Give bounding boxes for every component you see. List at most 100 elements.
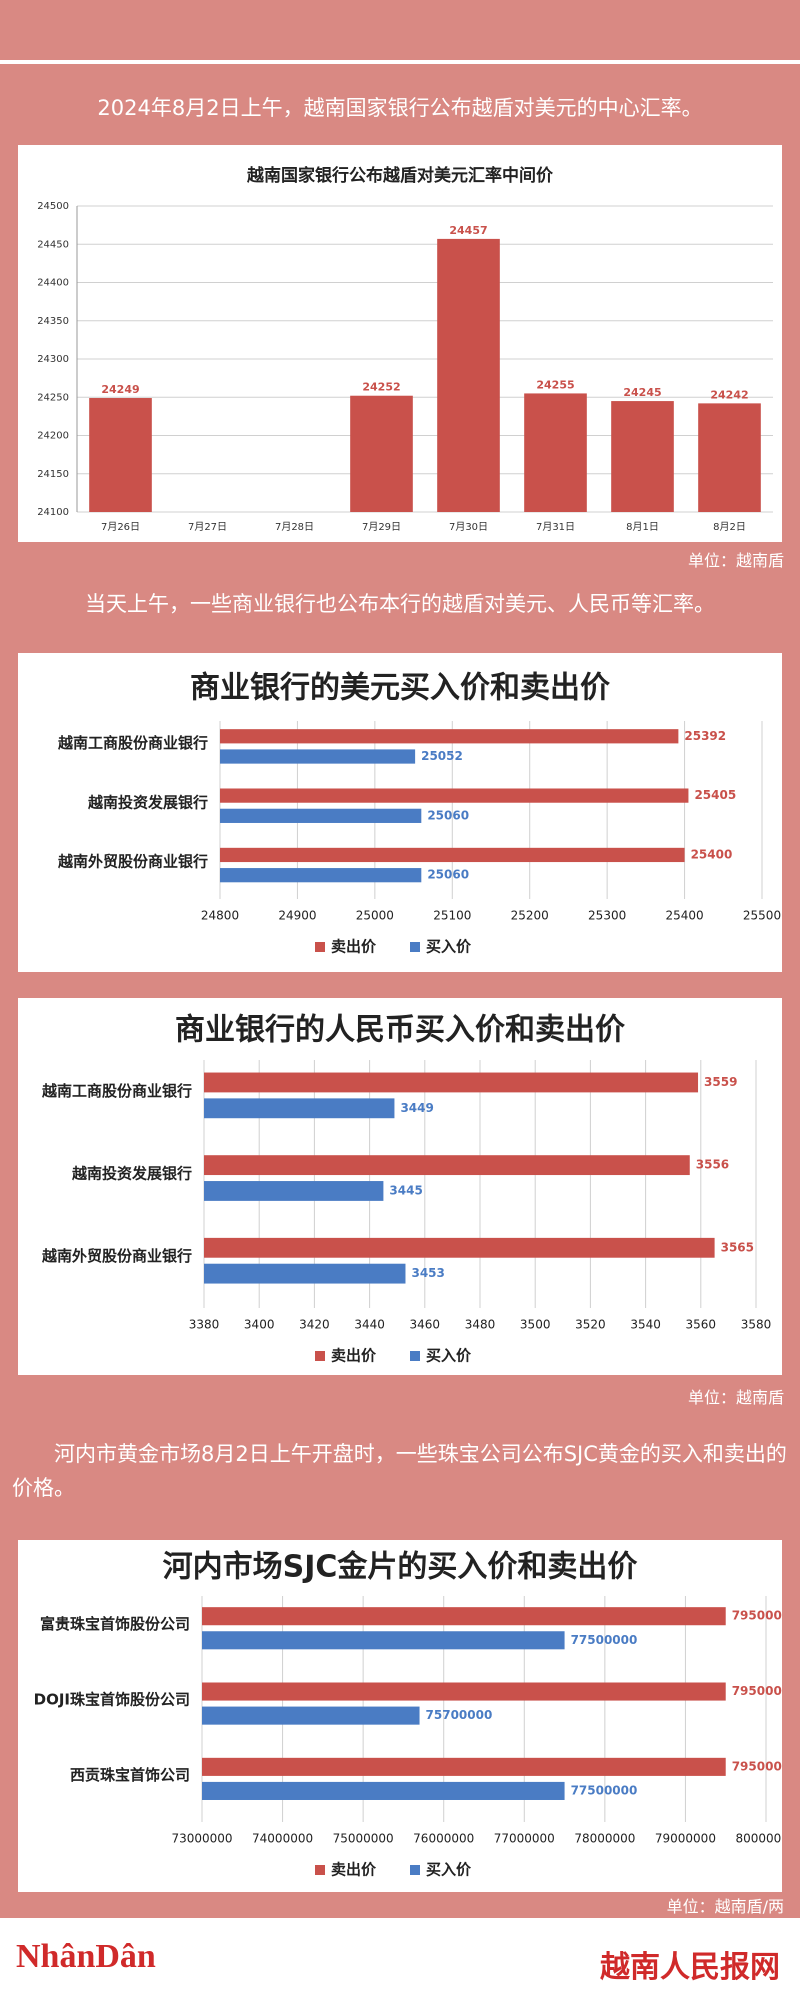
value-label: 79500000	[732, 1609, 782, 1623]
value-label: 77500000	[571, 1633, 638, 1647]
x-tick-label: 3520	[575, 1318, 606, 1332]
value-label: 3449	[400, 1101, 433, 1115]
y-tick-label: 越南投资发展银行	[71, 1165, 192, 1183]
value-label: 25405	[694, 788, 736, 802]
legend-swatch	[315, 1351, 325, 1361]
x-tick-label: 7月31日	[536, 521, 575, 533]
top-rule	[0, 60, 800, 64]
value-label: 75700000	[426, 1708, 493, 1722]
bar	[202, 1706, 420, 1725]
bar	[202, 1607, 726, 1626]
chart-box: 商业银行的美元买入价和卖出价 24800 24900 25000 25100 25200 2…	[18, 653, 782, 972]
value-label: 25392	[684, 729, 726, 743]
x-tick-label: 8月2日	[713, 521, 746, 533]
value-label: 79500000	[732, 1684, 782, 1698]
x-tick-label: 24900	[278, 909, 316, 923]
y-tick-label: 24350	[37, 316, 69, 327]
bar	[220, 868, 422, 883]
x-tick-label: 77000000	[494, 1832, 555, 1846]
bar	[220, 847, 685, 863]
x-tick-label: 3500	[520, 1318, 551, 1332]
bar	[611, 401, 674, 512]
value-label: 3445	[389, 1183, 422, 1197]
value-label: 24457	[449, 224, 487, 237]
value-label: 25400	[691, 847, 733, 861]
value-label: 24242	[710, 388, 748, 401]
y-tick-label: 24450	[37, 239, 69, 250]
bar	[89, 398, 152, 512]
value-label: 79500000	[732, 1759, 782, 1773]
chart-title: 越南国家银行公布越盾对美元汇率中间价	[246, 165, 554, 186]
x-tick-label: 76000000	[413, 1832, 474, 1846]
y-tick-label: 越南工商股份商业银行	[41, 1082, 192, 1100]
bar	[350, 395, 413, 512]
x-tick-label: 3420	[299, 1318, 330, 1332]
chart: 商业银行的人民币买入价和卖出价 3380 3400 3420 3440 3460 3480 3…	[41, 1013, 771, 1365]
x-tick-label: 7月27日	[188, 521, 227, 533]
value-label: 3565	[721, 1240, 754, 1254]
paragraph: 2024年8月2日上午，越南国家银行公布越盾对美元的中心汇率。	[97, 96, 703, 120]
bar	[524, 393, 587, 512]
legend-swatch	[410, 1351, 420, 1361]
y-tick-label: 24250	[37, 392, 69, 403]
y-tick-label: 富贵珠宝首饰股份公司	[40, 1615, 190, 1633]
chart-box: 河内市场SJC金片的买入价和卖出价 73000000 74000000 7500000…	[18, 1540, 799, 1892]
x-tick-label: 75000000	[333, 1832, 394, 1846]
value-label: 24252	[362, 381, 400, 394]
y-tick-label: 24300	[37, 354, 69, 365]
x-tick-label: 73000000	[171, 1832, 232, 1846]
value-label: 24245	[623, 386, 661, 399]
paragraph: 当天上午，一些商业银行也公布本行的越盾对美元、人民币等汇率。	[85, 592, 715, 616]
chart-box: 越南国家银行公布越盾对美元汇率中间价 24100 24150 24200 24250 24…	[18, 145, 782, 542]
bar	[220, 788, 689, 803]
legend-swatch	[410, 942, 420, 952]
site-name: 越南人民报网	[600, 1950, 780, 1985]
chart: 越南国家银行公布越盾对美元汇率中间价 24100 24150 24200 24250 24…	[37, 165, 773, 533]
chart: 商业银行的美元买入价和卖出价 24800 24900 25000 25100 25200 2…	[57, 671, 781, 956]
chart: 河内市场SJC金片的买入价和卖出价 73000000 74000000 7500000…	[34, 1550, 799, 1879]
x-tick-label: 79000000	[655, 1832, 716, 1846]
bar	[204, 1237, 715, 1258]
legend-swatch	[315, 1865, 325, 1875]
bar	[204, 1098, 395, 1119]
value-label: 25052	[421, 749, 463, 763]
legend-label: 买入价	[426, 1861, 472, 1879]
y-tick-label: 24200	[37, 431, 69, 442]
value-label: 3556	[696, 1158, 729, 1172]
value-label: 24255	[536, 378, 574, 391]
footer: NhânDân 越南人民报网	[0, 1918, 800, 2000]
x-tick-label: 25200	[511, 909, 549, 923]
value-label: 25060	[427, 808, 469, 822]
bar	[202, 1631, 565, 1650]
bar	[204, 1072, 699, 1093]
bar	[204, 1181, 384, 1201]
legend-label: 卖出价	[331, 1861, 377, 1879]
x-tick-label: 3480	[465, 1318, 496, 1332]
bar	[202, 1781, 565, 1800]
y-tick-label: 24400	[37, 278, 69, 289]
x-tick-label: 3460	[410, 1318, 441, 1332]
x-tick-label: 8月1日	[626, 521, 659, 533]
unit-note: 单位：越南盾/两	[666, 1897, 784, 1916]
logo: NhânDân	[16, 1938, 156, 1975]
chart-title: 商业银行的人民币买入价和卖出价	[175, 1013, 625, 1048]
y-tick-label: 越南工商股份商业银行	[57, 734, 208, 752]
x-tick-label: 3380	[189, 1318, 220, 1332]
y-tick-label: 越南投资发展银行	[87, 793, 208, 811]
bar	[437, 238, 500, 512]
y-tick-label: 24100	[37, 507, 69, 518]
value-label: 77500000	[571, 1783, 638, 1797]
x-tick-label: 25300	[588, 909, 626, 923]
value-label: 3559	[704, 1075, 737, 1089]
bar	[220, 749, 416, 764]
legend-label: 卖出价	[331, 1347, 377, 1365]
y-tick-label: 西贡珠宝首饰公司	[70, 1766, 190, 1784]
legend-label: 买入价	[426, 938, 472, 956]
bar	[202, 1682, 726, 1701]
y-tick-label: 24500	[37, 201, 69, 212]
x-tick-label: 25100	[433, 909, 471, 923]
chart-title: 河内市场SJC金片的买入价和卖出价	[163, 1550, 638, 1585]
y-tick-label: 越南外贸股份商业银行	[41, 1247, 192, 1265]
x-tick-label: 80000000	[735, 1832, 782, 1846]
